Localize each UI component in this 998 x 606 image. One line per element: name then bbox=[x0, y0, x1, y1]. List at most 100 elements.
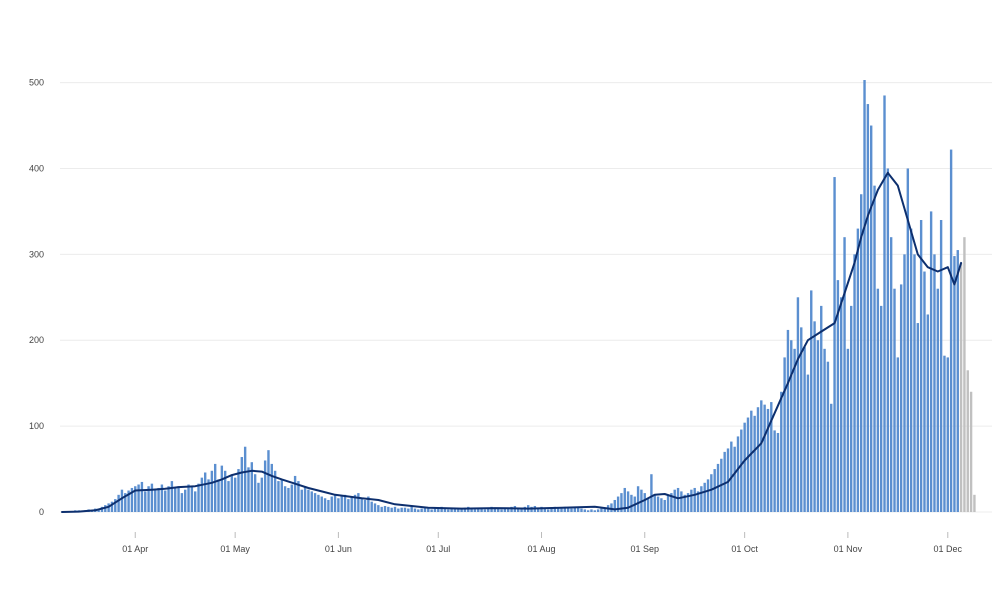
daily-bar bbox=[600, 508, 603, 512]
daily-bar bbox=[919, 220, 923, 512]
daily-bar bbox=[763, 404, 766, 512]
daily-bar bbox=[160, 484, 164, 512]
daily-bar bbox=[223, 470, 227, 512]
y-tick-label: 200 bbox=[29, 335, 44, 345]
daily-bar bbox=[303, 486, 307, 512]
daily-bar bbox=[144, 491, 147, 512]
daily-bar bbox=[903, 254, 906, 512]
daily-bar bbox=[873, 185, 876, 512]
daily-bar bbox=[956, 250, 959, 512]
daily-bar bbox=[267, 450, 270, 512]
daily-bar bbox=[210, 470, 214, 512]
daily-bar bbox=[243, 446, 247, 512]
daily-bar bbox=[593, 510, 596, 512]
daily-bar bbox=[433, 508, 437, 512]
daily-bar bbox=[124, 493, 127, 512]
daily-bar bbox=[420, 508, 423, 512]
daily-bar bbox=[830, 403, 833, 512]
daily-bar bbox=[896, 357, 900, 512]
daily-bar bbox=[553, 506, 557, 512]
daily-bar bbox=[443, 508, 447, 512]
daily-bar bbox=[390, 507, 393, 512]
daily-bar bbox=[423, 507, 427, 512]
daily-bar bbox=[923, 271, 926, 512]
daily-bar bbox=[330, 496, 333, 512]
daily-bar bbox=[360, 498, 363, 512]
daily-bar bbox=[164, 490, 167, 512]
daily-bar bbox=[240, 457, 244, 512]
daily-bar bbox=[230, 475, 234, 512]
daily-bar bbox=[796, 297, 800, 512]
daily-bar bbox=[846, 348, 850, 512]
daily-bar bbox=[660, 498, 663, 512]
daily-bar bbox=[273, 470, 277, 512]
daily-bar bbox=[154, 489, 157, 512]
daily-bar bbox=[310, 491, 313, 512]
daily-bar bbox=[470, 508, 473, 512]
daily-bar bbox=[203, 472, 207, 512]
daily-bar bbox=[440, 506, 443, 512]
daily-bar bbox=[407, 508, 410, 512]
y-axis-ticks: 0 100 200 300 400 500 bbox=[29, 78, 44, 517]
daily-bar bbox=[850, 305, 853, 512]
daily-bar bbox=[180, 493, 184, 512]
daily-bar bbox=[596, 509, 600, 512]
daily-bar bbox=[816, 340, 820, 512]
daily-bar bbox=[263, 460, 267, 512]
daily-bar bbox=[636, 486, 640, 512]
daily-bar bbox=[810, 290, 813, 512]
daily-bar bbox=[863, 80, 866, 512]
x-tick-label: 01 Dec bbox=[934, 544, 963, 554]
daily-bars bbox=[67, 80, 959, 513]
daily-bar bbox=[893, 288, 896, 512]
daily-bar bbox=[190, 486, 194, 512]
daily-bar bbox=[879, 305, 883, 512]
daily-bar bbox=[736, 436, 740, 512]
daily-bar bbox=[367, 496, 370, 512]
daily-bar bbox=[690, 489, 693, 512]
daily-bar bbox=[140, 481, 144, 512]
daily-bar bbox=[370, 501, 373, 512]
daily-bar bbox=[177, 486, 180, 512]
daily-bar bbox=[217, 479, 220, 512]
daily-bar bbox=[826, 361, 830, 512]
daily-bar bbox=[487, 507, 490, 512]
daily-bar bbox=[343, 494, 347, 512]
daily-bar bbox=[453, 508, 457, 512]
daily-bar bbox=[909, 228, 913, 512]
daily-bar bbox=[820, 305, 823, 512]
daily-bar bbox=[653, 494, 656, 512]
daily-bar bbox=[150, 483, 154, 512]
daily-bar bbox=[740, 429, 743, 512]
daily-bar bbox=[277, 481, 280, 512]
daily-bar bbox=[253, 474, 257, 512]
daily-bar bbox=[333, 494, 337, 512]
daily-bar bbox=[363, 499, 367, 512]
daily-bar bbox=[517, 507, 520, 512]
daily-bar bbox=[793, 348, 796, 512]
daily-bar bbox=[387, 506, 390, 512]
daily-bar bbox=[603, 507, 606, 512]
daily-bar bbox=[570, 508, 573, 512]
daily-bar bbox=[713, 469, 716, 512]
daily-bar bbox=[869, 125, 873, 512]
daily-bar bbox=[473, 509, 477, 512]
daily-bar bbox=[939, 220, 943, 512]
daily-bar bbox=[803, 347, 806, 512]
daily-bar bbox=[270, 463, 273, 512]
daily-bar bbox=[247, 467, 250, 512]
daily-bar bbox=[347, 499, 350, 512]
x-tick-label: 01 Oct bbox=[731, 544, 758, 554]
daily-bar bbox=[207, 479, 210, 512]
daily-bar bbox=[886, 168, 890, 512]
daily-bar bbox=[899, 284, 903, 512]
daily-bar bbox=[790, 340, 793, 512]
daily-bar bbox=[856, 228, 860, 512]
daily-bar bbox=[646, 498, 650, 512]
daily-bar bbox=[507, 507, 510, 512]
daily-bar bbox=[566, 507, 570, 512]
daily-bar bbox=[450, 507, 453, 512]
daily-bar bbox=[643, 493, 646, 512]
daily-bar bbox=[683, 494, 686, 512]
